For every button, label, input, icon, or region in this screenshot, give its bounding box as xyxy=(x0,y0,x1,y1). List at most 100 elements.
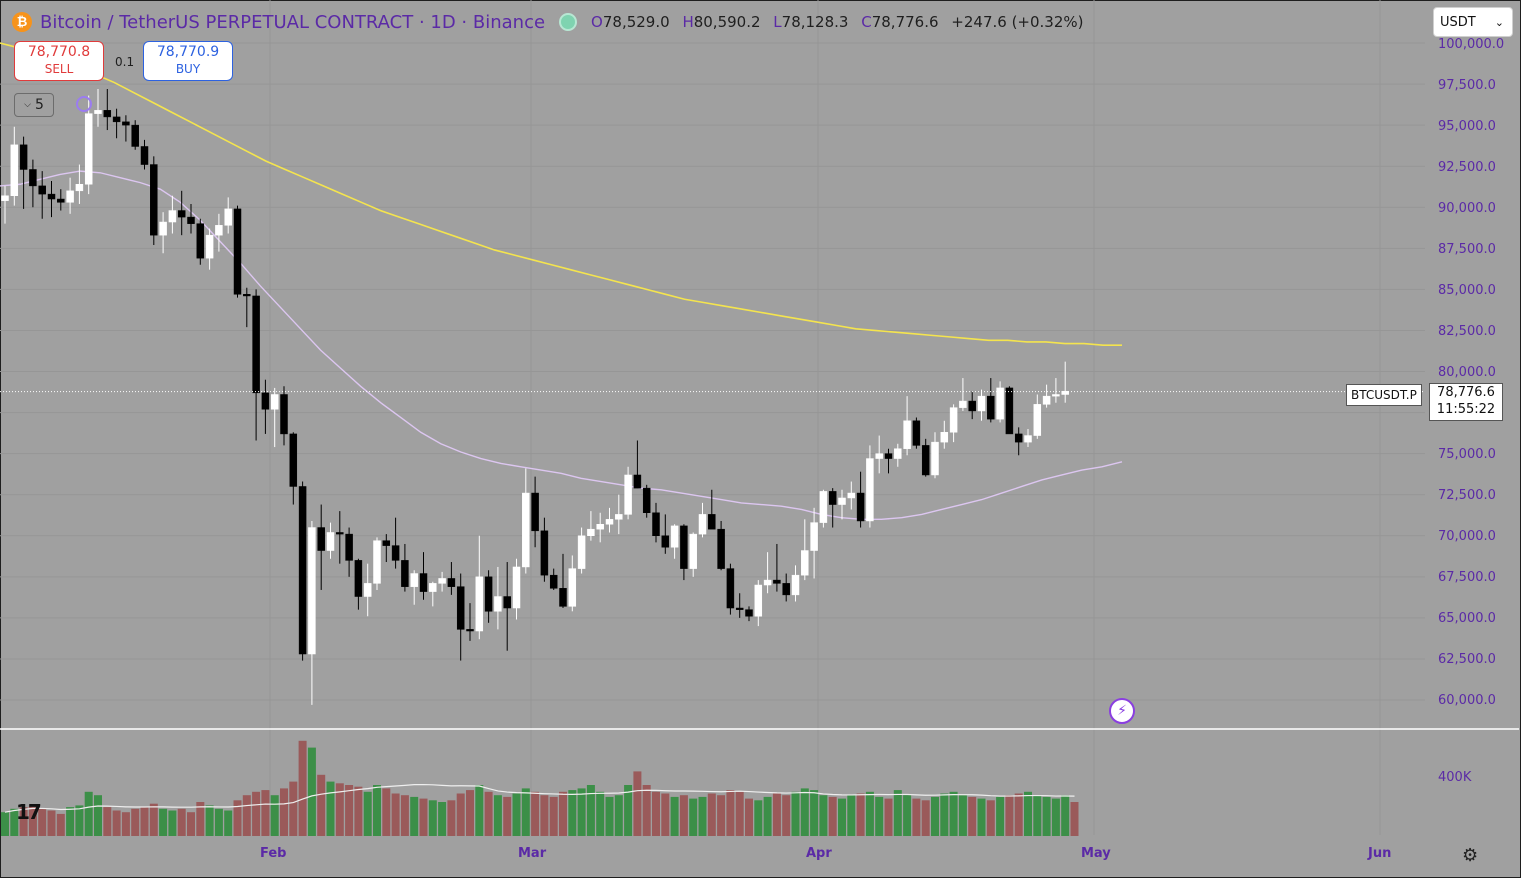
candle-body xyxy=(317,527,325,551)
candle-body xyxy=(587,528,595,536)
candle-body xyxy=(512,566,521,609)
candle-body xyxy=(38,185,46,195)
y-tick-label: 62,500.0 xyxy=(1438,652,1496,667)
candle-body xyxy=(373,540,381,584)
candle-body xyxy=(921,445,930,476)
volume-bar xyxy=(326,781,335,836)
x-tick-mar: Mar xyxy=(518,846,547,861)
volume-bar xyxy=(261,790,270,836)
buy-button[interactable]: 78,770.9 BUY xyxy=(143,41,233,81)
volume-bar xyxy=(735,791,744,836)
candle-body xyxy=(819,491,828,523)
volume-bar xyxy=(940,793,949,836)
volume-bar xyxy=(214,808,223,836)
volume-bar xyxy=(391,793,400,836)
candle-body xyxy=(633,474,642,489)
candle-body xyxy=(196,223,205,259)
tradingview-logo[interactable]: 17 xyxy=(16,800,42,824)
candle-body xyxy=(559,588,567,607)
candle-body xyxy=(847,492,856,499)
candle-body xyxy=(47,193,56,200)
volume-bar xyxy=(540,795,549,836)
volume-bar xyxy=(1051,798,1060,836)
symbol-legend[interactable]: ₿ Bitcoin / TetherUS PERPETUAL CONTRACT … xyxy=(12,10,1084,34)
candle-body xyxy=(698,514,707,535)
volume-bar xyxy=(196,802,205,836)
candle-body xyxy=(540,530,549,576)
volume-bar xyxy=(75,805,84,836)
sell-button[interactable]: 78,770.8 SELL xyxy=(14,41,104,81)
last-price: 78,776.6 xyxy=(1437,385,1495,400)
volume-bar xyxy=(847,795,856,836)
volume-bar xyxy=(47,810,56,836)
candle-body xyxy=(1,195,9,201)
eye-icon[interactable] xyxy=(76,96,92,112)
candle-body xyxy=(66,190,74,203)
candle-body xyxy=(159,221,167,236)
volume-bar xyxy=(345,785,354,836)
volume-bar xyxy=(140,807,149,836)
candle-body xyxy=(475,576,484,632)
volume-bar xyxy=(66,807,75,836)
volume-bar xyxy=(493,795,502,836)
candle-body xyxy=(187,216,195,224)
candle-body xyxy=(494,596,502,612)
candle-body xyxy=(912,420,921,446)
volume-bar xyxy=(1,812,9,836)
indicators-toggle[interactable]: ⌵ 5 xyxy=(14,93,54,117)
volume-bar xyxy=(921,800,930,836)
volume-bar xyxy=(810,790,819,836)
candle-body xyxy=(363,583,372,597)
volume-bar xyxy=(1070,802,1079,836)
volume-bar xyxy=(642,785,651,836)
volume-bar xyxy=(56,813,65,836)
volume-bar xyxy=(168,810,177,836)
volume-bar xyxy=(865,791,874,836)
gear-icon[interactable]: ⚙ xyxy=(1462,845,1479,866)
candle-body xyxy=(549,574,558,589)
candle-body xyxy=(484,576,493,612)
volume-bar xyxy=(931,796,939,836)
candle-body xyxy=(615,514,623,520)
volume-bar xyxy=(400,795,409,836)
volume-ma-line xyxy=(4,783,1075,813)
y-tick-label: 95,000.0 xyxy=(1438,119,1496,134)
x-tick-apr: Apr xyxy=(806,846,832,861)
market-status-icon[interactable] xyxy=(559,13,578,31)
last-price-tag: 78,776.6 11:55:22 xyxy=(1429,383,1503,421)
candle-body xyxy=(503,596,511,609)
candle-body xyxy=(177,210,186,218)
volume-bar xyxy=(828,796,837,836)
volume-bar xyxy=(1024,791,1032,836)
volume-bar xyxy=(503,796,512,836)
volume-bar xyxy=(187,812,195,836)
symbol-title[interactable]: Bitcoin / TetherUS PERPETUAL CONTRACT · … xyxy=(40,11,546,33)
candle-body xyxy=(131,124,139,147)
volume-bar xyxy=(819,795,828,836)
volume-bar xyxy=(559,791,567,836)
volume-bar xyxy=(521,788,530,836)
candle-body xyxy=(903,420,911,449)
y-tick-label: 82,500.0 xyxy=(1438,324,1496,339)
candle-body xyxy=(987,395,995,420)
currency-select[interactable]: USDT ⌄ xyxy=(1433,7,1513,37)
volume-bar xyxy=(1033,795,1042,836)
candle-body xyxy=(168,210,177,223)
lightning-icon[interactable]: ⚡ xyxy=(1109,698,1135,724)
volume-bar xyxy=(373,785,381,836)
candle-body xyxy=(773,579,781,584)
volume-bar xyxy=(28,805,37,836)
volume-bar xyxy=(410,796,419,836)
candle-body xyxy=(326,532,335,551)
candle-body xyxy=(931,441,939,476)
volume-bar xyxy=(512,793,521,836)
buy-label: BUY xyxy=(175,62,201,76)
candle-body xyxy=(75,184,84,192)
candle-body xyxy=(382,540,391,546)
ma-long-line xyxy=(0,42,1122,347)
volume-bar xyxy=(596,791,605,836)
volume-bar xyxy=(893,790,902,836)
volume-bar xyxy=(177,808,186,836)
volume-bar xyxy=(419,798,428,836)
